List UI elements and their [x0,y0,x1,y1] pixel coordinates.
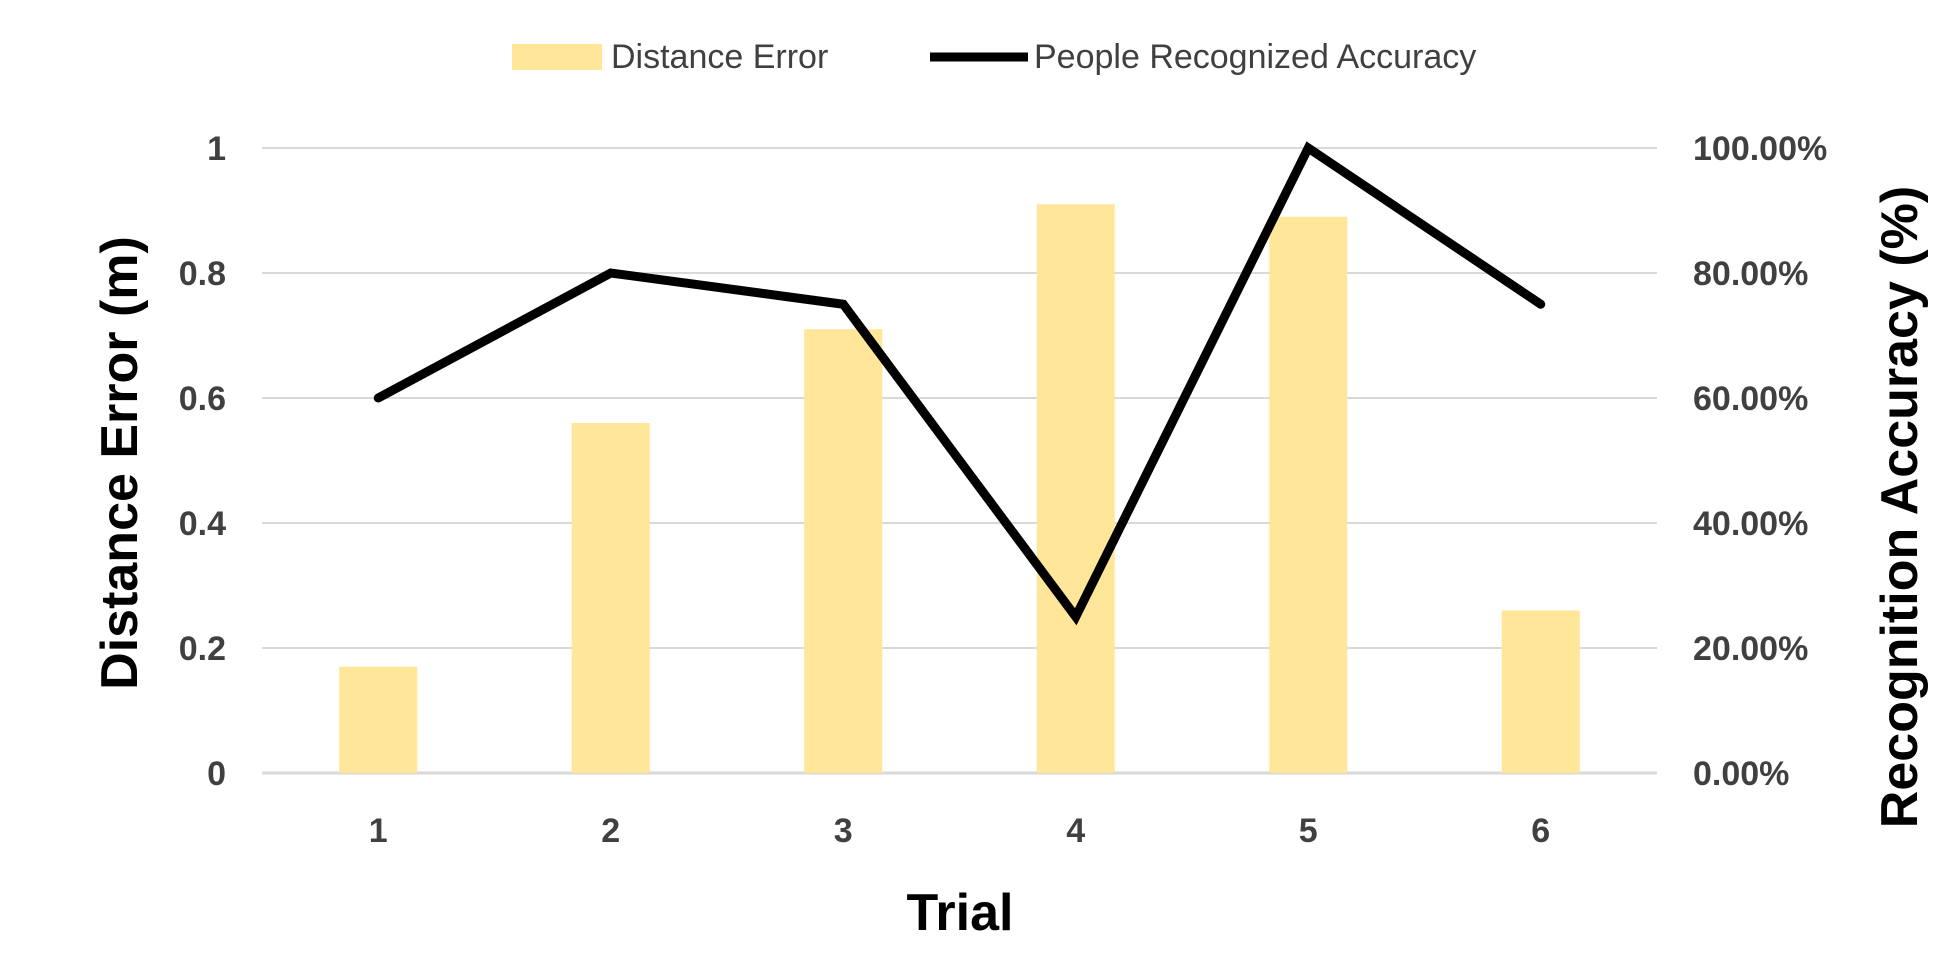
x-tick-label: 3 [834,812,853,850]
legend-label-people-recognized-accuracy: People Recognized Accuracy [1034,38,1476,76]
y-tick-label-left: 0.8 [179,255,226,293]
bar-trial-3 [804,329,883,773]
y-tick-label-right: 0.00% [1693,755,1789,793]
y-tick-label-right: 100.00% [1693,130,1827,168]
bar-trial-5 [1269,216,1348,773]
x-tick-label: 1 [369,812,388,850]
series-line-people-recognized-accuracy [373,141,1546,626]
y-tick-label-right: 20.00% [1693,630,1808,668]
line-people-recognized-accuracy [373,141,1546,626]
x-tick-label: 6 [1531,812,1550,850]
y-tick-label-left: 0.6 [179,380,226,418]
bar-trial-2 [571,423,650,773]
legend-label-distance-error: Distance Error [611,38,828,76]
x-axis-title: Trial [907,884,1014,942]
x-tick-label: 5 [1299,812,1318,850]
x-tick-label: 2 [601,812,620,850]
bar-trial-1 [339,666,418,773]
y-axis-title-right: Recognition Accuracy (%) [1871,186,1929,828]
y-tick-label-right: 40.00% [1693,505,1808,543]
y-tick-label-left: 0.4 [179,505,226,543]
y-tick-label-right: 60.00% [1693,380,1808,418]
bars-distance-error [339,204,1580,773]
y-tick-label-left: 0 [207,755,226,793]
legend: Distance Error People Recognized Accurac… [512,38,1476,76]
x-axis-ticks: 1 2 3 4 5 6 [369,812,1550,850]
y-axis-title-left: Distance Error (m) [91,236,149,690]
y-tick-label-left: 0.2 [179,630,226,668]
y-axis-ticks-left: 0 0.2 0.4 0.6 0.8 1 [179,130,226,793]
bar-trial-6 [1501,610,1580,773]
legend-swatch-distance-error [512,44,602,70]
bar-trial-4 [1036,204,1115,773]
y-tick-label-right: 80.00% [1693,255,1808,293]
gridlines [262,147,1657,775]
y-tick-label-left: 1 [207,130,226,168]
y-axis-ticks-right: 0.00% 20.00% 40.00% 60.00% 80.00% 100.00% [1693,130,1827,793]
x-tick-label: 4 [1066,812,1085,850]
